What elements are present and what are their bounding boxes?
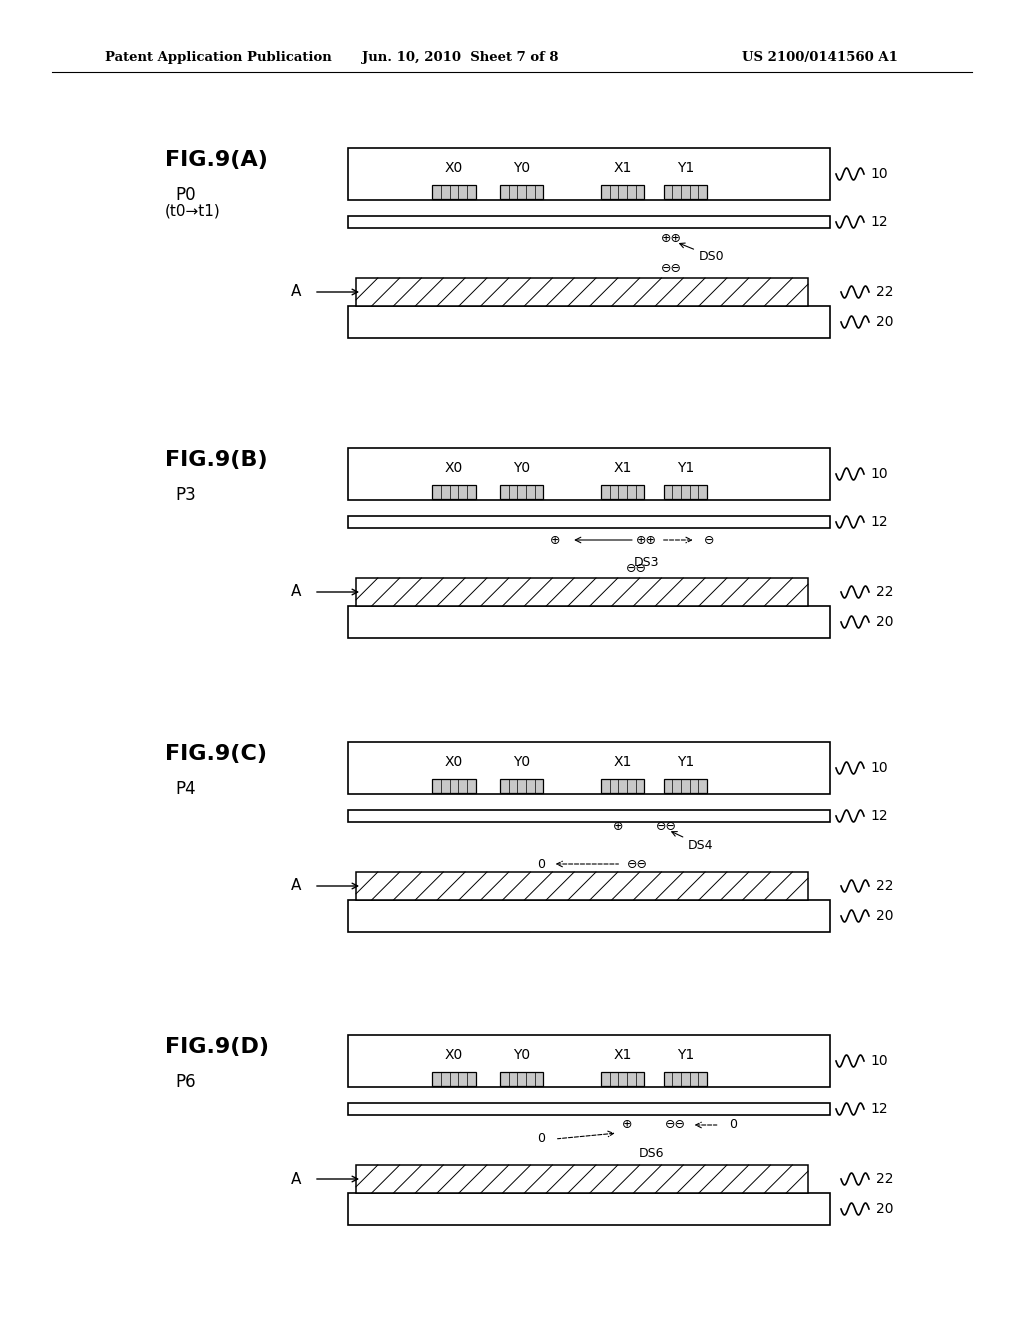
Bar <box>356 279 808 306</box>
Bar <box>348 900 830 932</box>
Text: 0: 0 <box>537 858 545 870</box>
Text: A: A <box>291 285 301 300</box>
Text: X1: X1 <box>613 461 632 475</box>
Text: 20: 20 <box>876 615 894 630</box>
Bar <box>348 216 830 228</box>
Text: P6: P6 <box>175 1073 196 1092</box>
Text: X0: X0 <box>444 461 463 475</box>
Text: P3: P3 <box>175 486 196 504</box>
Text: ⊖⊖: ⊖⊖ <box>660 261 681 275</box>
Text: 20: 20 <box>876 909 894 923</box>
Text: ⊖⊖: ⊖⊖ <box>655 821 677 833</box>
Text: DS6: DS6 <box>639 1147 665 1160</box>
Bar <box>664 484 708 499</box>
Text: US 2100/0141560 A1: US 2100/0141560 A1 <box>742 51 898 65</box>
Bar <box>348 447 830 500</box>
Text: (t0→t1): (t0→t1) <box>165 205 221 219</box>
Bar <box>356 873 808 900</box>
Text: X0: X0 <box>444 1048 463 1061</box>
Bar <box>500 1072 543 1086</box>
Bar <box>664 779 708 793</box>
Bar <box>348 810 830 822</box>
Bar <box>500 484 543 499</box>
Text: ⊕⊕: ⊕⊕ <box>636 533 657 546</box>
Bar <box>500 185 543 199</box>
Text: Y1: Y1 <box>677 161 694 174</box>
Text: Y1: Y1 <box>677 1048 694 1061</box>
Text: Y0: Y0 <box>513 755 530 768</box>
Text: Patent Application Publication: Patent Application Publication <box>105 51 332 65</box>
Bar <box>348 1035 830 1086</box>
Bar <box>348 606 830 638</box>
Text: 0: 0 <box>729 1118 737 1131</box>
Text: FIG.9(B): FIG.9(B) <box>165 450 267 470</box>
Text: 10: 10 <box>870 467 888 480</box>
Bar <box>432 185 476 199</box>
Bar <box>601 779 644 793</box>
Text: 22: 22 <box>876 1172 894 1185</box>
Text: Y1: Y1 <box>677 755 694 768</box>
Text: X0: X0 <box>444 161 463 174</box>
Text: P4: P4 <box>175 780 196 799</box>
Bar <box>432 779 476 793</box>
Bar <box>348 148 830 201</box>
Bar <box>348 1193 830 1225</box>
Bar <box>348 1104 830 1115</box>
Text: 20: 20 <box>876 315 894 329</box>
Text: FIG.9(C): FIG.9(C) <box>165 744 267 764</box>
Bar <box>356 1166 808 1193</box>
Text: X1: X1 <box>613 161 632 174</box>
Bar <box>601 185 644 199</box>
Text: 12: 12 <box>870 515 888 529</box>
Text: X1: X1 <box>613 1048 632 1061</box>
Text: 12: 12 <box>870 809 888 822</box>
Text: FIG.9(D): FIG.9(D) <box>165 1038 269 1057</box>
Text: ⊕: ⊕ <box>623 1118 633 1131</box>
Bar <box>500 779 543 793</box>
Text: 20: 20 <box>876 1203 894 1216</box>
Text: FIG.9(A): FIG.9(A) <box>165 150 268 170</box>
Text: A: A <box>291 879 301 894</box>
Text: DS0: DS0 <box>680 243 725 263</box>
Text: Y0: Y0 <box>513 461 530 475</box>
Text: DS3: DS3 <box>634 556 659 569</box>
Text: Jun. 10, 2010  Sheet 7 of 8: Jun. 10, 2010 Sheet 7 of 8 <box>361 51 558 65</box>
Text: ⊖⊖: ⊖⊖ <box>627 858 648 870</box>
Bar <box>348 516 830 528</box>
Text: A: A <box>291 585 301 599</box>
Text: ⊖⊖: ⊖⊖ <box>627 561 647 574</box>
Text: P0: P0 <box>175 186 196 205</box>
Text: 12: 12 <box>870 215 888 228</box>
Text: 12: 12 <box>870 1102 888 1115</box>
Text: 22: 22 <box>876 879 894 894</box>
Text: ⊕: ⊕ <box>550 533 560 546</box>
Text: 10: 10 <box>870 762 888 775</box>
Text: ⊖⊖: ⊖⊖ <box>666 1118 686 1131</box>
Bar <box>348 742 830 795</box>
Text: Y0: Y0 <box>513 1048 530 1061</box>
Bar <box>664 1072 708 1086</box>
Text: Y0: Y0 <box>513 161 530 174</box>
Bar <box>664 185 708 199</box>
Bar <box>348 306 830 338</box>
Text: 10: 10 <box>870 1053 888 1068</box>
Bar <box>356 578 808 606</box>
Text: 22: 22 <box>876 285 894 300</box>
Text: ⊕: ⊕ <box>612 821 624 833</box>
Text: ⊕⊕: ⊕⊕ <box>660 231 681 244</box>
Text: 0: 0 <box>537 1133 545 1146</box>
Text: 10: 10 <box>870 168 888 181</box>
Bar <box>432 1072 476 1086</box>
Text: X1: X1 <box>613 755 632 768</box>
Bar <box>601 484 644 499</box>
Bar <box>601 1072 644 1086</box>
Text: 22: 22 <box>876 585 894 599</box>
Text: ⊖: ⊖ <box>705 533 715 546</box>
Bar <box>432 484 476 499</box>
Text: Y1: Y1 <box>677 461 694 475</box>
Text: X0: X0 <box>444 755 463 768</box>
Text: A: A <box>291 1172 301 1187</box>
Text: DS4: DS4 <box>672 832 714 851</box>
